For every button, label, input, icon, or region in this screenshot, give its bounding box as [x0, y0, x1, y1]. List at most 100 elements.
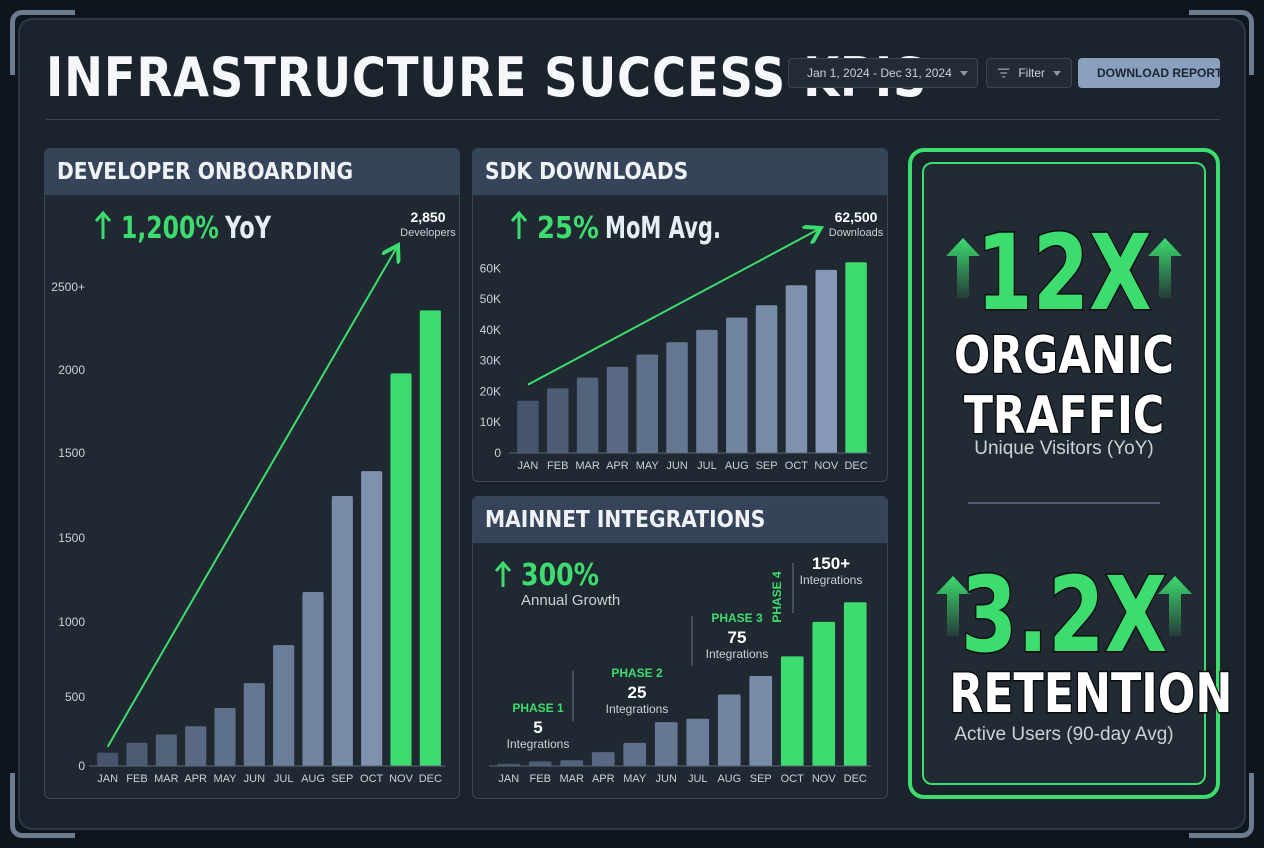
bar-jul — [686, 718, 710, 766]
phase-label: PHASE 3 — [711, 611, 763, 625]
corner-bracket — [1189, 10, 1254, 75]
panel-title: DEVELOPER ONBOARDING — [57, 159, 354, 185]
x-tick-label: AUG — [717, 773, 741, 785]
bar-apr — [591, 752, 615, 766]
bar-sep — [749, 676, 773, 766]
annotation-value: 62,500 — [835, 209, 878, 225]
phase-unit: Integrations — [606, 702, 669, 716]
chevron-down-icon — [1053, 70, 1061, 76]
kpi-organic-traffic-value: 12X — [975, 211, 1153, 336]
x-tick-label: SEP — [331, 773, 353, 785]
bar-nov — [812, 621, 836, 766]
headline-text: MoM Avg. — [605, 211, 721, 246]
x-tick-label: NOV — [814, 460, 839, 472]
bar-may — [623, 742, 647, 766]
arrow-up-icon — [1148, 238, 1182, 298]
annotation-label: Downloads — [829, 227, 884, 239]
headline-arrow-icon — [94, 210, 112, 222]
bar-may — [636, 354, 658, 453]
x-tick-label: MAR — [575, 460, 600, 472]
kpi-retention-value: 3.2X — [960, 553, 1169, 678]
arrow-up-icon — [936, 576, 970, 636]
phase-unit: Integrations — [800, 573, 863, 587]
bar-jan — [97, 752, 119, 766]
arrow-up-icon — [1158, 576, 1192, 636]
phase-label: PHASE 1 — [512, 701, 564, 715]
annotation-value: 2,850 — [410, 209, 445, 225]
headline-arrow-icon — [494, 560, 512, 572]
date-range-picker[interactable]: Jan 1, 2024 - Dec 31, 2024 — [788, 58, 978, 88]
panel-header: DEVELOPER ONBOARDING — [45, 149, 459, 195]
kpi-card: 12X ORGANIC TRAFFIC Unique Visitors (YoY… — [908, 148, 1234, 799]
y-tick-label: 1500 — [58, 531, 85, 545]
bar-dec — [419, 310, 441, 766]
phase-unit: Integrations — [507, 737, 570, 751]
download-report-button[interactable]: DOWNLOAD REPORT — [1078, 58, 1223, 88]
x-tick-label: OCT — [781, 773, 805, 785]
y-tick-label: 0 — [78, 759, 85, 773]
bar-mar — [576, 377, 599, 453]
bar-apr — [606, 366, 629, 453]
download-report-label: DOWNLOAD REPORT — [1097, 66, 1223, 80]
kpi-organic-traffic-line1: ORGANIC — [953, 325, 1175, 388]
phase-value: 75 — [728, 628, 747, 647]
x-tick-label: JUN — [244, 773, 265, 785]
y-tick-label: 30K — [480, 354, 501, 368]
bar-may — [214, 708, 236, 766]
trend-arrow — [527, 229, 819, 386]
headline-value: 300% — [521, 558, 599, 593]
bar-feb — [528, 761, 552, 766]
page-title: INFRASTRUCTURE SUCCESS KPIS — [46, 46, 928, 109]
bar-dec — [845, 262, 867, 453]
kpi-organic-traffic-line2: TRAFFIC — [963, 385, 1166, 448]
y-tick-label: 50K — [480, 292, 501, 306]
x-tick-label: FEB — [547, 460, 568, 472]
developer-onboarding-panel: DEVELOPER ONBOARDING 0 500 1000 1500 1500 200… — [44, 148, 460, 799]
x-tick-label: JUL — [688, 773, 708, 785]
bar-oct — [780, 656, 804, 766]
kpi-card-inner: 12X ORGANIC TRAFFIC Unique Visitors (YoY… — [922, 162, 1234, 785]
corner-bracket — [10, 773, 75, 838]
x-tick-label: AUG — [301, 773, 325, 785]
date-range-label: Jan 1, 2024 - Dec 31, 2024 — [807, 66, 952, 80]
bar-jun — [243, 683, 265, 766]
bar-mar — [560, 760, 584, 766]
bar-sep — [331, 495, 353, 766]
panel-header: MAINNET INTEGRATIONS — [473, 497, 887, 543]
x-tick-label: APR — [606, 460, 629, 472]
phase-value: 25 — [628, 683, 647, 702]
headline-arrow-icon — [510, 210, 528, 222]
x-tick-label: FEB — [530, 773, 551, 785]
y-tick-label: 0 — [494, 446, 501, 460]
bar-mar — [155, 734, 177, 766]
chevron-down-icon — [959, 70, 968, 76]
sdk-downloads-chart: JAN FEB MAR APR MAY JUN JUL AUG SEP OCT NOV DEC 0 10K… — [480, 209, 884, 472]
kpi-retention-label: RETENTION — [948, 661, 1234, 727]
mainnet-integrations-chart: JAN FEB MAR APR MAY JUN JUL AUG SEP OCT NOV DEC 300%… — [489, 554, 871, 785]
y-tick-label: 10K — [480, 415, 501, 429]
arrow-up-icon — [946, 238, 980, 298]
filter-button[interactable]: Filter — [986, 58, 1072, 88]
kpi-retention-subtitle: Active Users (90-day Avg) — [954, 724, 1174, 745]
corner-bracket — [10, 10, 75, 75]
bar-feb — [126, 742, 148, 766]
bar-nov — [390, 373, 412, 766]
x-tick-label: JUL — [274, 773, 294, 785]
y-tick-label: 1000 — [58, 615, 85, 629]
x-tick-label: MAY — [623, 773, 647, 785]
y-tick-label: 500 — [65, 690, 85, 704]
bar-apr — [185, 726, 207, 766]
y-tick-label: 1500 — [58, 446, 85, 460]
kpi-organic-traffic-subtitle: Unique Visitors (YoY) — [974, 438, 1154, 459]
y-tick-label: 20K — [480, 384, 501, 398]
annotation-label: Developers — [400, 227, 456, 239]
x-tick-label: APR — [592, 773, 615, 785]
bar-jan — [497, 763, 521, 766]
y-tick-label: 40K — [480, 323, 501, 337]
bar-oct — [785, 285, 808, 453]
x-tick-label: FEB — [126, 773, 147, 785]
x-tick-label: JAN — [97, 773, 118, 785]
bar-jul — [696, 329, 718, 453]
x-tick-label: DEC — [419, 773, 442, 785]
x-tick-label: AUG — [725, 460, 749, 472]
